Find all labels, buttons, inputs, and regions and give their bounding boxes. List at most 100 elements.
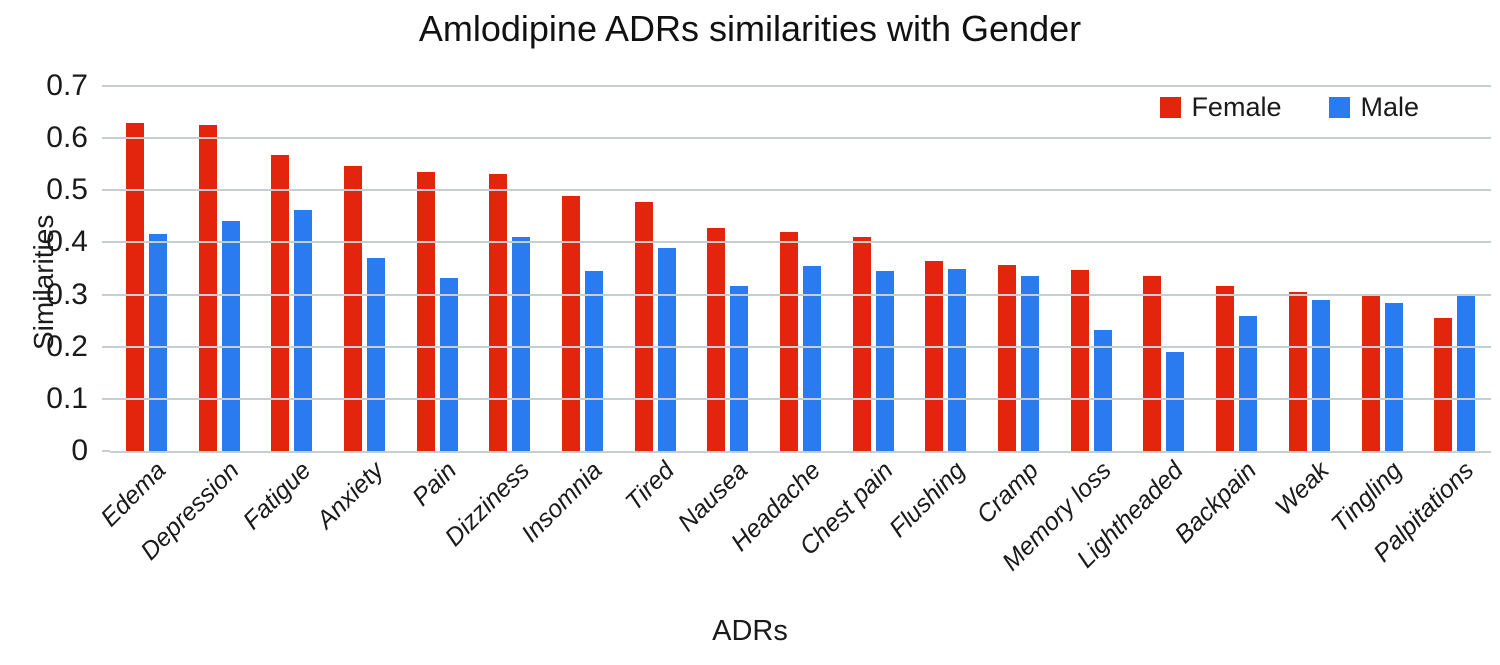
bar-female-palpitations xyxy=(1434,318,1453,451)
gridline xyxy=(110,241,1491,244)
bar-female-fatigue xyxy=(271,155,290,451)
male-swatch-icon xyxy=(1329,97,1351,118)
legend-label-female: Female xyxy=(1191,92,1282,122)
bar-group-chest-pain xyxy=(837,86,910,451)
bar-female-pain xyxy=(416,172,435,451)
x-tick-label: Insomnia xyxy=(515,456,608,548)
x-tick-label: Palpitations xyxy=(1368,456,1480,568)
y-tick-mark xyxy=(102,137,110,140)
y-tick-mark xyxy=(102,450,110,452)
bar-group-anxiety xyxy=(328,86,401,451)
bar-male-edema xyxy=(148,233,167,451)
y-tick-label: 0 xyxy=(71,434,88,467)
bar-male-depression xyxy=(221,220,240,451)
bar-male-tingling xyxy=(1384,303,1403,451)
gridline xyxy=(110,137,1491,140)
bar-male-pain xyxy=(439,277,458,451)
legend: Female Male xyxy=(1160,92,1419,123)
x-tick-label: Depression xyxy=(134,456,245,566)
bar-female-tingling xyxy=(1361,294,1380,451)
bar-female-backpain xyxy=(1216,285,1235,451)
bar-group-palpitations xyxy=(1418,86,1491,451)
bar-group-memory-loss xyxy=(1055,86,1128,451)
legend-item-male: Male xyxy=(1329,92,1419,123)
bar-group-backpain xyxy=(1200,86,1273,451)
x-tick-label: Chest pain xyxy=(793,456,899,561)
bar-female-memory-loss xyxy=(1070,269,1089,451)
bar-group-dizziness xyxy=(473,86,546,451)
bar-group-cramp xyxy=(982,86,1055,451)
bar-male-nausea xyxy=(730,285,749,451)
y-tick-label: 0.4 xyxy=(46,225,88,259)
x-tick-label: Pain xyxy=(406,456,463,512)
bar-group-lightheaded xyxy=(1128,86,1201,451)
bar-female-insomnia xyxy=(561,195,580,451)
y-tick-label: 0.6 xyxy=(46,121,88,155)
bar-female-chest-pain xyxy=(852,236,871,451)
bars-container xyxy=(110,86,1491,451)
bar-group-weak xyxy=(1273,86,1346,451)
y-tick-label: 0.2 xyxy=(46,329,88,363)
y-tick-mark xyxy=(102,189,110,192)
x-axis-title: ADRs xyxy=(712,615,788,647)
bar-group-nausea xyxy=(692,86,765,451)
bar-group-pain xyxy=(401,86,474,451)
bar-female-weak xyxy=(1288,291,1307,451)
bar-female-dizziness xyxy=(489,173,508,451)
gridline xyxy=(110,345,1491,348)
legend-item-female: Female xyxy=(1160,92,1281,123)
legend-label-male: Male xyxy=(1360,92,1419,122)
x-tick-label: Backpain xyxy=(1169,456,1262,549)
y-axis-tick-labels: 0 0.1 0.2 0.3 0.4 0.5 0.6 0.7 xyxy=(0,70,100,467)
bar-male-weak xyxy=(1311,300,1330,451)
bar-male-chest-pain xyxy=(875,271,894,451)
gridline xyxy=(110,85,1491,87)
x-tick-label: Flushing xyxy=(884,456,971,543)
bar-group-depression xyxy=(183,86,256,451)
bar-female-tired xyxy=(634,202,653,451)
y-tick-mark xyxy=(102,345,110,348)
x-axis-tick-labels: Edema Depression Fatigue Anxiety Pain Dizzine… xyxy=(96,456,1491,617)
y-tick-mark xyxy=(102,85,110,87)
bar-female-lightheaded xyxy=(1143,275,1162,451)
gridline xyxy=(110,189,1491,192)
bar-female-edema xyxy=(125,122,144,451)
chart-title: Amlodipine ADRs similarities with Gender xyxy=(418,8,1082,49)
bar-group-insomnia xyxy=(546,86,619,451)
plot-area: Female Male xyxy=(102,85,1491,453)
x-tick-label: Fatigue xyxy=(238,456,317,536)
x-tick-label: Anxiety xyxy=(311,456,390,535)
x-tick-label: Nausea xyxy=(672,456,753,538)
bar-group-tired xyxy=(619,86,692,451)
female-swatch-icon xyxy=(1160,97,1182,118)
bar-female-depression xyxy=(198,124,217,451)
bar-group-flushing xyxy=(910,86,983,451)
bar-male-dizziness xyxy=(512,237,531,451)
x-tick-label: Weak xyxy=(1269,456,1335,521)
bar-male-memory-loss xyxy=(1093,329,1112,451)
bar-male-anxiety xyxy=(366,258,385,451)
y-tick-mark xyxy=(102,241,110,244)
x-tick-label: Lightheaded xyxy=(1071,456,1189,574)
bar-male-lightheaded xyxy=(1166,351,1185,451)
bar-group-tingling xyxy=(1346,86,1419,451)
bar-group-edema xyxy=(110,86,183,451)
y-tick-label: 0.3 xyxy=(46,277,88,311)
y-tick-label: 0.5 xyxy=(46,173,88,207)
x-tick-label: Tired xyxy=(620,456,681,517)
bar-group-fatigue xyxy=(255,86,328,451)
bar-male-cramp xyxy=(1021,275,1040,451)
y-tick-label: 0.1 xyxy=(46,381,88,415)
bar-female-cramp xyxy=(998,264,1017,451)
bar-male-insomnia xyxy=(584,271,603,451)
bar-group-headache xyxy=(764,86,837,451)
x-tick-label: Headache xyxy=(725,456,826,557)
x-tick-label: Edema xyxy=(95,456,172,533)
bar-male-backpain xyxy=(1239,316,1258,451)
bar-female-flushing xyxy=(925,261,944,451)
bar-male-palpitations xyxy=(1457,296,1476,451)
bar-male-fatigue xyxy=(294,209,313,451)
gridline xyxy=(110,293,1491,296)
y-tick-label: 0.7 xyxy=(46,69,88,102)
